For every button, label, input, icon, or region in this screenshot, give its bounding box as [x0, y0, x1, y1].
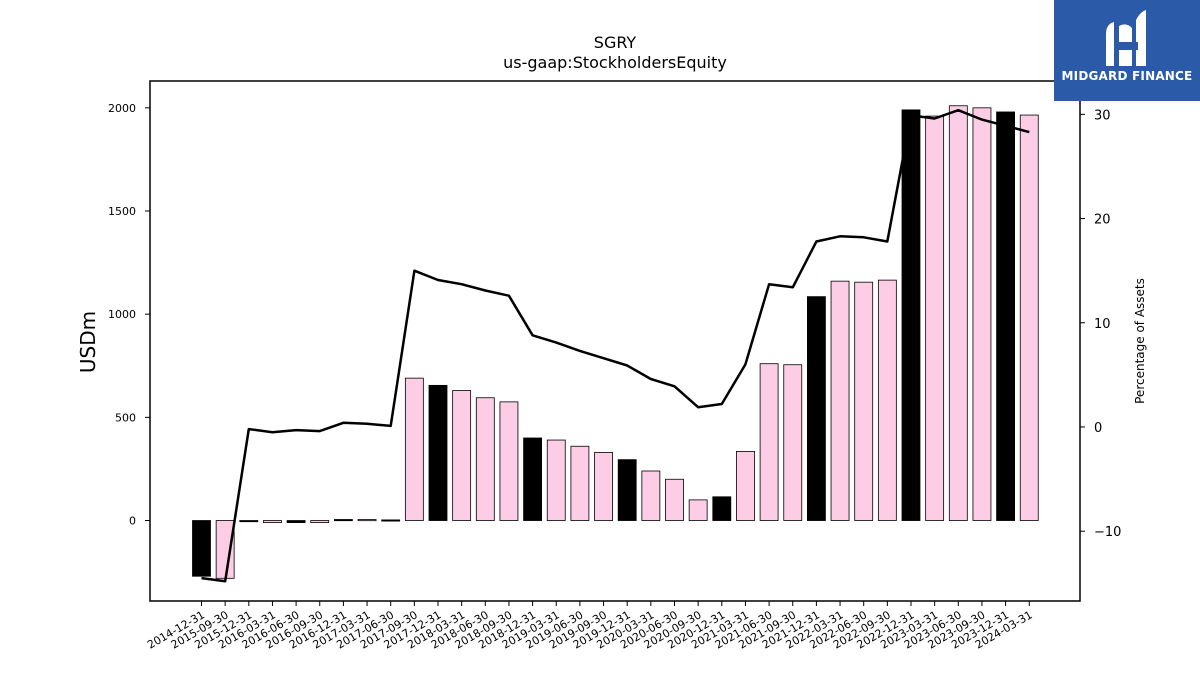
bar [452, 390, 472, 521]
percent-of-assets-line [201, 108, 1030, 583]
bar [712, 496, 732, 521]
bar [333, 519, 353, 522]
y-tick-label: 0 [129, 515, 136, 528]
bar [925, 115, 945, 521]
bar [310, 520, 330, 523]
bar [381, 519, 401, 522]
y-tick-label: 1500 [108, 205, 136, 218]
bar [807, 296, 826, 521]
bar [523, 437, 542, 521]
bar [665, 478, 684, 521]
bar [948, 105, 968, 521]
y2-tick-label: −10 [1094, 525, 1121, 540]
bar [475, 397, 495, 521]
bar [996, 111, 1015, 521]
bar [404, 377, 424, 521]
bar [546, 439, 566, 521]
bar [594, 452, 613, 521]
bar [972, 107, 992, 521]
bar [428, 384, 448, 521]
bar [192, 520, 211, 577]
y2-tick-label: 0 [1094, 421, 1102, 436]
bar [736, 450, 755, 521]
plot-frame [149, 80, 1081, 602]
y2-tick-label: 20 [1094, 213, 1111, 228]
y-tick-label: 1000 [108, 308, 136, 321]
logo-text: MIDGARD FINANCE [1061, 69, 1193, 83]
y2-tick-label: 10 [1094, 317, 1111, 332]
bar [499, 401, 519, 521]
bar [239, 520, 259, 523]
logo-mark-icon [1106, 10, 1146, 66]
bar [357, 519, 377, 522]
y-tick-label: 500 [115, 411, 136, 424]
bar [617, 459, 637, 521]
bar [1019, 114, 1039, 521]
bar [286, 520, 306, 523]
bar [570, 445, 590, 521]
bar [783, 364, 803, 521]
y2-axis-label: Percentage of Assets [1133, 278, 1147, 404]
chart-title: SGRY [594, 33, 637, 52]
bar [263, 520, 282, 523]
midgard-finance-logo: MIDGARD FINANCE [1054, 0, 1200, 101]
bar [215, 520, 235, 579]
chart-subtitle: us-gaap:StockholdersEquity [503, 53, 727, 72]
bar [901, 109, 921, 521]
bar [688, 499, 708, 521]
y2-tick-label: 30 [1094, 108, 1111, 123]
bar [759, 363, 779, 521]
bar [641, 470, 661, 521]
y-tick-label: 2000 [108, 102, 136, 115]
y-axis-label: USDm [76, 311, 100, 373]
bar [877, 279, 897, 521]
bar [830, 280, 850, 521]
bar [854, 281, 874, 521]
